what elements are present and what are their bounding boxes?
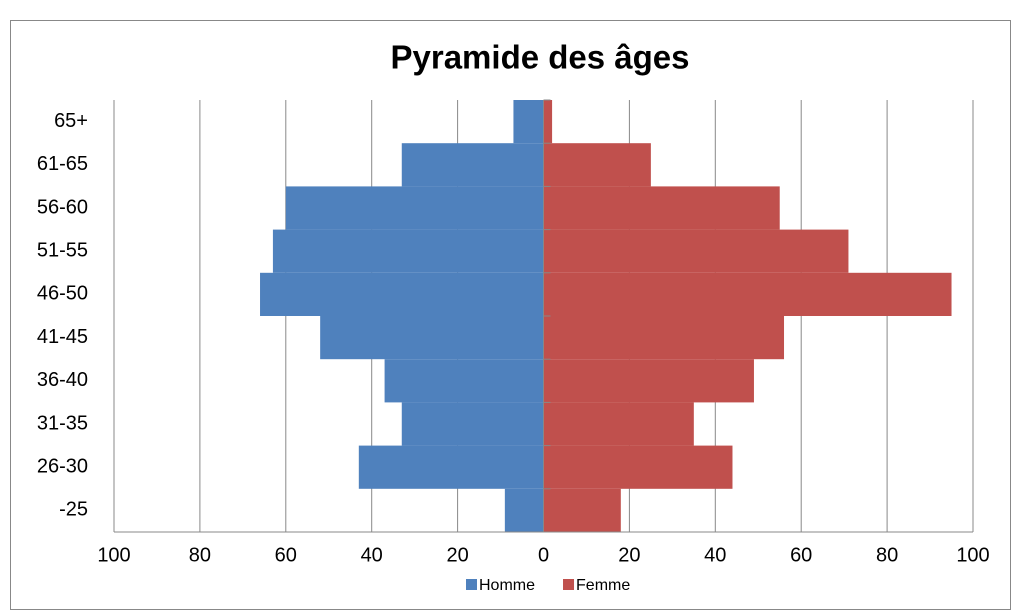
bar	[401, 402, 544, 446]
y-tick-label: 51-55	[37, 239, 88, 261]
legend-swatch	[563, 579, 575, 590]
bar	[320, 316, 544, 360]
x-tick-label: 20	[618, 544, 640, 566]
y-tick-label: 31-35	[37, 412, 88, 434]
bar	[543, 402, 694, 446]
y-tick-label: -25	[59, 499, 88, 521]
y-tick-label: 36-40	[37, 369, 88, 391]
bar	[543, 100, 553, 144]
legend-swatch	[466, 579, 477, 590]
bar	[543, 186, 780, 230]
x-tick-label: 20	[446, 544, 468, 566]
y-tick-label: 46-50	[37, 283, 88, 305]
bar	[384, 359, 544, 403]
bar	[272, 229, 544, 273]
chart-title: Pyramide des âges	[391, 39, 690, 76]
bar	[543, 488, 621, 532]
bar	[285, 186, 544, 230]
bar	[543, 229, 849, 273]
x-tick-label: 100	[97, 544, 130, 566]
x-tick-label: 0	[538, 544, 549, 566]
y-tick-label: 41-45	[37, 326, 88, 348]
x-tick-label: 60	[275, 544, 297, 566]
bar	[543, 316, 785, 360]
x-tick-label: 40	[704, 544, 726, 566]
y-tick-label: 61-65	[37, 153, 88, 175]
x-tick-label: 40	[361, 544, 383, 566]
bar	[401, 143, 544, 187]
x-tick-label: 60	[790, 544, 812, 566]
y-tick-label: 56-60	[37, 196, 88, 218]
legend-label: Femme	[576, 577, 630, 594]
bar	[543, 359, 754, 403]
legend-label: Homme	[479, 577, 535, 594]
bar	[543, 143, 651, 187]
bar	[543, 445, 733, 489]
bar	[504, 488, 544, 532]
x-tick-label: 80	[189, 544, 211, 566]
y-tick-label: 65+	[54, 110, 88, 132]
x-tick-label: 80	[876, 544, 898, 566]
bar	[543, 272, 952, 316]
bar	[513, 100, 544, 144]
y-tick-label: 26-30	[37, 455, 88, 477]
x-tick-label: 100	[956, 544, 989, 566]
bar	[358, 445, 544, 489]
bar	[260, 272, 544, 316]
